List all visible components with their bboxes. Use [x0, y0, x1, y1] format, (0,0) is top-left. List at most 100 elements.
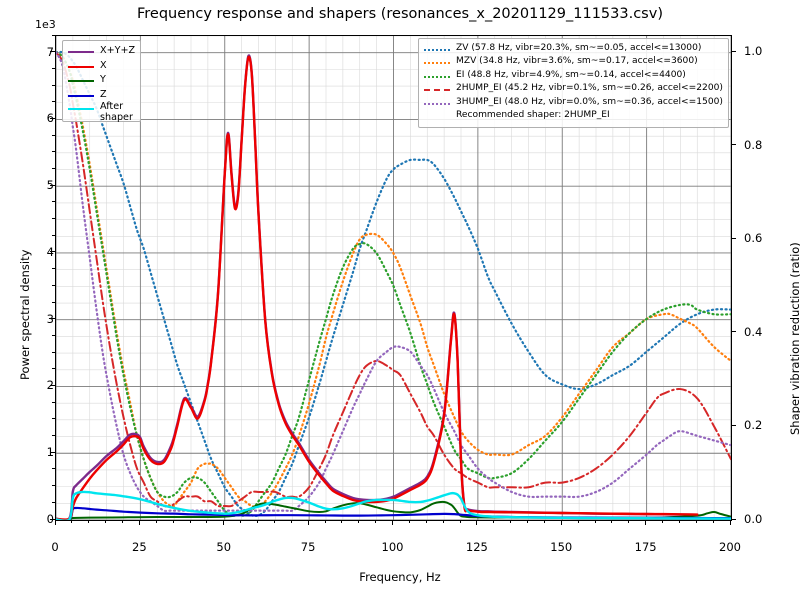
- recommended-shaper-note: Recommended shaper: 2HUMP_EI: [456, 110, 610, 121]
- x-tick-mark: [645, 520, 647, 525]
- y-axis-label-right: Shaper vibration reduction (ratio): [788, 242, 800, 435]
- chart-title: Frequency response and shapers (resonanc…: [137, 6, 663, 22]
- legend-item-label: 2HUMP_EI (45.2 Hz, vibr=0.1%, sm~=0.26, …: [456, 83, 723, 94]
- legend-line-swatch: [68, 102, 94, 113]
- y-minor-tick-left: [52, 368, 55, 370]
- legend-item-y[interactable]: Y: [68, 73, 135, 88]
- y-minor-tick-left: [52, 301, 55, 303]
- shaper-curve-2hump_ei: [56, 51, 731, 508]
- x-tick-mark: [138, 520, 140, 525]
- x-tick-label: 50: [216, 540, 232, 554]
- y-tick-label-right: 0.4: [744, 324, 763, 339]
- y-axis-label-left: Power spectral density: [18, 249, 32, 380]
- x-tick-label: 175: [634, 540, 657, 554]
- x-tick-label: 25: [132, 540, 147, 554]
- legend-item-aftershaper[interactable]: After shaper: [68, 101, 135, 122]
- legend-item-label: X: [100, 59, 107, 71]
- x-tick-mark: [307, 520, 309, 525]
- y-tick-mark-right: [731, 331, 736, 333]
- x-minor-tick: [442, 520, 444, 523]
- y-tick-label-right: 0.6: [744, 231, 763, 246]
- y-tick-label-right: 0.8: [744, 137, 763, 152]
- legend-item-ei[interactable]: EI (48.8 Hz, vibr=4.9%, sm~=0.14, accel<…: [424, 69, 723, 83]
- y-tick-mark-left: [50, 251, 55, 253]
- x-minor-tick: [712, 520, 714, 523]
- y-minor-tick-left: [52, 268, 55, 270]
- y-tick-mark-right: [731, 144, 736, 146]
- y-minor-tick-left: [52, 418, 55, 420]
- x-minor-tick: [577, 520, 579, 523]
- x-minor-tick: [695, 520, 697, 523]
- legend-item-2hump_ei[interactable]: 2HUMP_EI (45.2 Hz, vibr=0.1%, sm~=0.26, …: [424, 83, 723, 97]
- x-tick-label: 0: [51, 540, 59, 554]
- legend-item-3hump_ei[interactable]: 3HUMP_EI (48.0 Hz, vibr=0.0%, sm~=0.36, …: [424, 96, 723, 110]
- legend-line-swatch: [424, 43, 450, 54]
- psd-curve-x: [56, 55, 699, 520]
- y-minor-tick-left: [52, 134, 55, 136]
- y-tick-label-right: 0.0: [744, 512, 763, 526]
- y-minor-tick-left: [52, 485, 55, 487]
- x-tick-label: 150: [550, 540, 573, 554]
- x-minor-tick: [358, 520, 360, 523]
- y-tick-mark-left: [50, 51, 55, 53]
- y-minor-tick-left: [52, 435, 55, 437]
- y-tick-mark-left: [50, 384, 55, 386]
- x-minor-tick: [71, 520, 73, 523]
- legend-shapers[interactable]: ZV (57.8 Hz, vibr=20.3%, sm~=0.05, accel…: [418, 38, 729, 128]
- x-minor-tick: [240, 520, 242, 523]
- y-tick-mark-left: [50, 117, 55, 119]
- series-layer: [56, 50, 731, 520]
- y-tick-mark-right: [731, 237, 736, 239]
- x-minor-tick: [628, 520, 630, 523]
- legend-item-xyz[interactable]: X+Y+Z: [68, 44, 135, 59]
- y-minor-tick-left: [52, 168, 55, 170]
- plot-canvas: [56, 36, 731, 520]
- legend-item-label: Z: [100, 88, 107, 100]
- x-minor-tick: [678, 520, 680, 523]
- y-minor-tick-left: [52, 201, 55, 203]
- x-minor-tick: [105, 520, 107, 523]
- x-tick-mark: [729, 520, 731, 525]
- x-minor-tick: [324, 520, 326, 523]
- y-minor-tick-left: [52, 468, 55, 470]
- x-minor-tick: [611, 520, 613, 523]
- x-minor-tick: [122, 520, 123, 523]
- y-minor-tick-left: [52, 67, 55, 69]
- x-minor-tick: [155, 520, 157, 523]
- y-tick-mark-left: [50, 184, 55, 186]
- x-tick-mark: [54, 520, 56, 525]
- legend-item-label: MZV (34.8 Hz, vibr=3.6%, sm~=0.17, accel…: [456, 56, 698, 67]
- legend-psd[interactable]: X+Y+Z X Y Z After shaper: [62, 40, 142, 122]
- shaper-curve-ei: [56, 51, 731, 517]
- x-minor-tick: [273, 520, 275, 523]
- shaper-curve-3hump_ei: [56, 51, 731, 513]
- x-minor-tick: [662, 520, 663, 523]
- legend-item-zv[interactable]: ZV (57.8 Hz, vibr=20.3%, sm~=0.05, accel…: [424, 42, 723, 56]
- x-minor-tick: [375, 520, 377, 523]
- legend-line-swatch: [424, 57, 450, 68]
- x-minor-tick: [527, 520, 528, 523]
- y-tick-mark-right: [731, 518, 736, 520]
- x-tick-mark: [223, 520, 225, 525]
- y-tick-mark-right: [731, 424, 736, 426]
- y-minor-tick-left: [52, 234, 55, 236]
- legend-item-z[interactable]: Z: [68, 88, 135, 103]
- x-tick-mark: [476, 520, 478, 525]
- x-minor-tick: [290, 520, 292, 523]
- legend-line-swatch: [424, 84, 450, 95]
- legend-item-x[interactable]: X: [68, 59, 135, 74]
- legend-item-label: After shaper: [100, 101, 133, 123]
- x-tick-label: 200: [719, 540, 741, 554]
- y-axis-exponent-label: 1e3: [35, 18, 56, 31]
- y-minor-tick-left: [52, 218, 55, 220]
- y-tick-mark-left: [50, 518, 55, 520]
- x-minor-tick: [172, 520, 174, 523]
- x-minor-tick: [341, 520, 343, 523]
- legend-line-swatch: [68, 46, 94, 57]
- x-tick-label: 100: [381, 540, 404, 554]
- x-tick-mark: [560, 520, 562, 525]
- x-axis-label: Frequency, Hz: [359, 570, 441, 584]
- legend-item-mzv[interactable]: MZV (34.8 Hz, vibr=3.6%, sm~=0.17, accel…: [424, 56, 723, 70]
- psd-curve-aftershaper: [56, 490, 731, 520]
